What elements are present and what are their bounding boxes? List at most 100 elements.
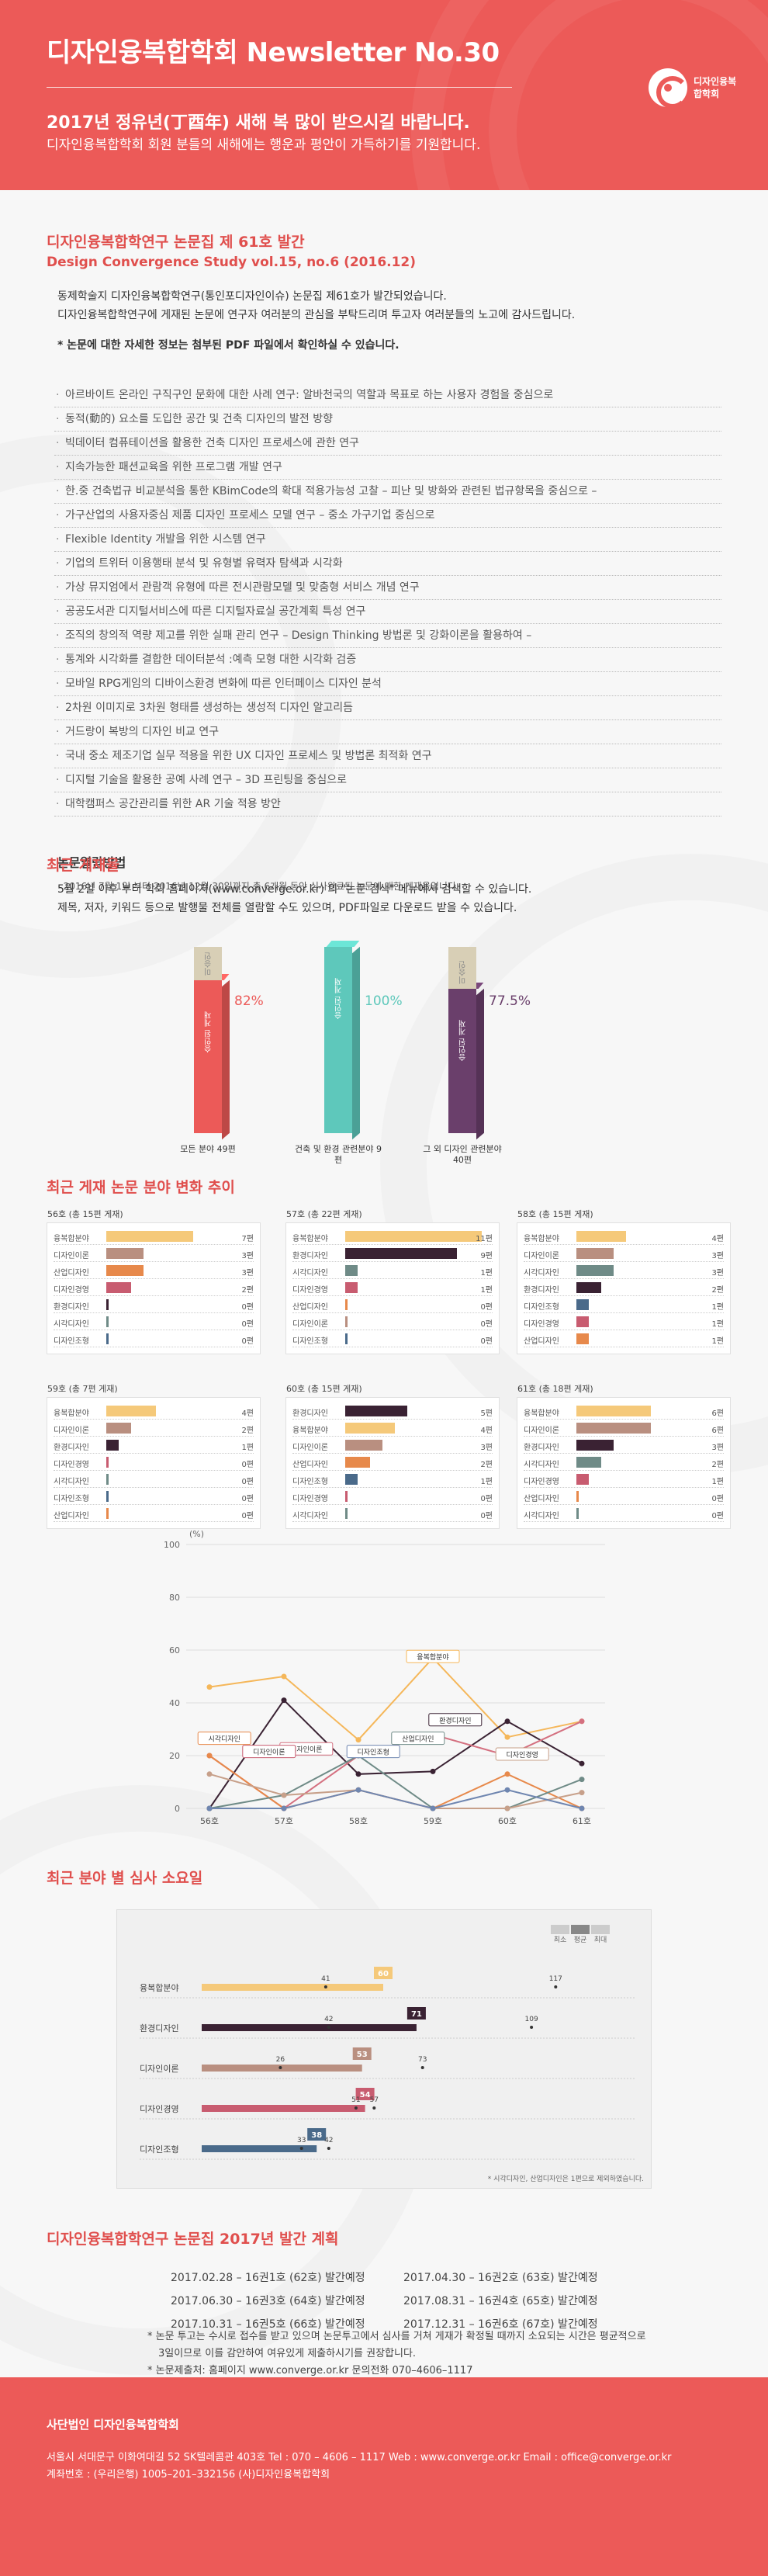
field-panel-row: 융복합분야 7편: [54, 1228, 254, 1245]
field-panel: 59호 (총 7편 게재) 융복합분야 4편 디자인이론 2편 환경디자인 1편 디자인경영 0…: [47, 1384, 261, 1529]
view-method-line: 제목, 저자, 키워드 등으로 발행물 전체를 열람할 수도 있으며, PDF파…: [57, 902, 517, 914]
field-row-label: 환경디자인: [292, 1409, 328, 1418]
issue-intro-line: 디자인융복합학연구에 게재된 논문에 연구자 여러분의 관심을 부탁드리며 투고…: [57, 309, 576, 321]
line-point: [504, 1734, 510, 1740]
review-max-marker: [372, 2106, 376, 2110]
field-row-bar: [106, 1423, 131, 1434]
line-point: [579, 1760, 585, 1766]
paper-list-item: 지속가능한 패션교육을 위한 프로그램 개발 연구: [54, 456, 721, 480]
plan-item: 2017.08.31 – 16권4호 (65호) 발간예정: [403, 2295, 598, 2307]
field-row-value: 0편: [711, 1512, 724, 1520]
line-chart-xtick: 58호: [349, 1816, 368, 1826]
review-min-marker: [354, 2106, 358, 2110]
field-row-value: 1편: [480, 1286, 493, 1295]
field-panel-row: 산업디자인 0편: [524, 1488, 724, 1505]
field-panel-title: 60호 (총 15편 게재): [286, 1384, 362, 1394]
plan-item: 2017.02.28 – 16권1호 (62호) 발간예정: [171, 2272, 365, 2284]
field-row-value: 0편: [480, 1337, 493, 1346]
field-row-label: 융복합분야: [54, 1409, 89, 1418]
field-row-bar: [345, 1282, 358, 1293]
field-row-label: 디자인경영: [54, 1461, 89, 1469]
line-point: [579, 1805, 585, 1812]
rate-category-label: 그 외 디자인 관련분야 40편: [423, 1144, 502, 1165]
review-category-label: 디자인이론: [140, 2064, 179, 2074]
field-panel-row: 디자인경영 0편: [292, 1488, 493, 1505]
field-row-bar: [576, 1508, 579, 1519]
line-chart-xtick: 57호: [275, 1816, 293, 1826]
field-row-bar: [576, 1457, 601, 1468]
field-row-value: 2편: [711, 1286, 724, 1295]
rate-bar-rejected-label: 미승인: [205, 952, 213, 976]
series-label-box: [242, 1745, 296, 1759]
plan-note-line: * 논문제출처: 홈페이지 www.converge.or.kr 문의전화 07…: [147, 2365, 473, 2377]
field-panel-row: 디자인조형 1편: [524, 1296, 724, 1313]
line-point: [579, 1790, 585, 1796]
field-panel-row: 산업디자인 0편: [54, 1505, 254, 1522]
review-min-value: 26: [276, 2056, 285, 2064]
field-row-label: 산업디자인: [292, 1303, 328, 1312]
review-max-marker: [327, 2147, 330, 2150]
field-row-label: 디자인이론: [54, 1427, 89, 1435]
paper-list-item: 가구산업의 사용자중심 제품 디자인 프로세스 모델 연구 – 중소 가구기업 …: [54, 504, 721, 528]
line-point: [281, 1697, 287, 1704]
paper-list-item: 2차원 이미지로 3차원 형태를 생성하는 생성적 디자인 알고리듬: [54, 696, 721, 720]
field-row-bar: [106, 1231, 193, 1242]
paper-list-item: 아르바이트 온라인 구직구인 문화에 대한 사례 연구: 알바천국의 역할과 목…: [54, 383, 721, 407]
review-max-value: 117: [549, 1975, 562, 1983]
series-label-box: [197, 1732, 251, 1746]
paper-list-item: 대학캠퍼스 공간관리를 위한 AR 기술 적용 방안: [54, 792, 721, 816]
field-row-bar: [106, 1440, 119, 1451]
review-title: 최근 분야 별 심사 소요일: [47, 1870, 203, 1887]
field-panel-row: 디자인이론 3편: [54, 1245, 254, 1262]
review-category-label: 환경디자인: [140, 2023, 179, 2033]
field-row-label: 융복합분야: [524, 1235, 559, 1243]
field-row-bar: [345, 1248, 457, 1259]
footer-contact-line: 서울시 서대문구 이화여대길 52 SK텔레콤관 403호 Tel : 070 …: [47, 2452, 672, 2463]
field-row-label: 디자인이론: [292, 1444, 328, 1452]
issue-title: 디자인융복합학연구 논문집 제 61호 발간: [47, 234, 305, 251]
field-row-value: 0편: [241, 1495, 254, 1503]
line-point: [579, 1718, 585, 1725]
field-row-label: 시각디자인: [524, 1512, 559, 1520]
rate-bar-side: [222, 979, 230, 1140]
field-row-value: 0편: [480, 1495, 493, 1503]
rate-note: · 2016년 7월 1일 부터 2016년 12월 30일까지 총 6개월 동…: [57, 881, 459, 892]
rate-category-label: 모든 분야 49편: [180, 1144, 236, 1154]
line-chart-ytick: 40: [169, 1698, 180, 1708]
field-panel-row: 융복합분야 11편: [292, 1228, 493, 1245]
field-row-value: 0편: [241, 1461, 254, 1469]
field-row-label: 시각디자인: [524, 1461, 559, 1469]
line-point: [504, 1771, 510, 1777]
field-row-value: 1편: [241, 1444, 254, 1452]
field-row-bar: [576, 1474, 589, 1485]
field-row-label: 시각디자인: [54, 1478, 89, 1486]
rate-bar-rejected-label: 미승인: [459, 961, 468, 984]
society-logo[interactable]: 디자인융복합학회: [649, 68, 740, 109]
field-row-value: 4편: [480, 1427, 493, 1435]
paper-list-item: 동적(動的) 요소를 도입한 공간 및 건축 디자인의 발전 방향: [54, 407, 721, 432]
field-row-label: 디자인이론: [54, 1252, 89, 1260]
line-point: [504, 1718, 510, 1725]
rate-bar-rejected: [448, 947, 476, 989]
series-label-box: [495, 1747, 549, 1761]
line-point: [504, 1805, 510, 1812]
field-panel-row: 디자인경영 1편: [524, 1471, 724, 1488]
review-avg-value: 54: [360, 2091, 371, 2099]
review-max-marker: [554, 1985, 558, 1988]
field-panels: 56호 (총 15편 게재) 융복합분야 7편 디자인이론 3편 산업디자인 3편 디자인경영…: [0, 0, 768, 1529]
field-panel-title: 59호 (총 7편 게재): [47, 1384, 118, 1394]
line-chart-ytick: 80: [169, 1593, 180, 1603]
review-min-value: 42: [324, 2016, 333, 2023]
line-chart-ylabel: (%): [189, 1529, 204, 1539]
field-panel-row: 융복합분야 4편: [524, 1228, 724, 1245]
field-row-label: 시각디자인: [54, 1320, 89, 1329]
line-point: [355, 1737, 362, 1743]
field-panel: 58호 (총 15편 게재) 융복합분야 4편 디자인이론 3편 시각디자인 3편 환경디자인…: [517, 1209, 731, 1354]
plan-item: 2017.04.30 – 16권2호 (63호) 발간예정: [403, 2272, 598, 2284]
field-panel: 61호 (총 18편 게재) 융복합분야 6편 디자인이론 6편 환경디자인 3편 시각디자인…: [517, 1384, 731, 1529]
line-series: [209, 1773, 583, 1809]
field-row-label: 융복합분야: [292, 1427, 328, 1435]
rate-bar-approved: [194, 980, 222, 1133]
review-avg-bar: [202, 2105, 365, 2112]
field-row-value: 3편: [711, 1269, 724, 1278]
